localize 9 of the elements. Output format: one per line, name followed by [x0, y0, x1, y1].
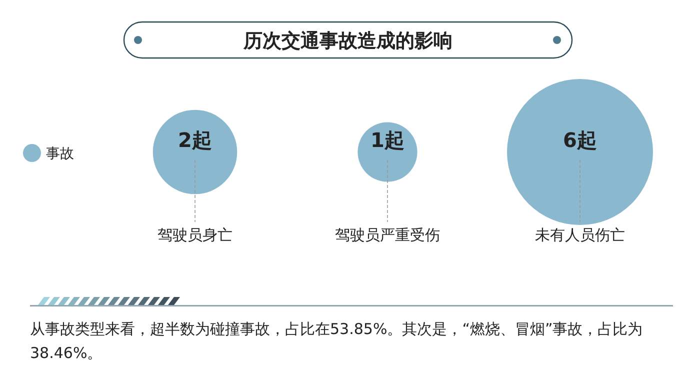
text: 从事故类型来看，超半数为碰撞事故，占比在53.85%。其次是，“燃烧、冒烟”事故，占比为38.46%。	[30, 320, 643, 362]
data-label: 2起	[178, 128, 212, 152]
category-label: 未有人员伤亡	[535, 226, 625, 244]
text: 历次交通事故造成的影响	[242, 30, 452, 52]
data-label: 6起	[563, 128, 597, 152]
category-label: 驾驶员身亡	[158, 226, 232, 244]
legend-label: 事故	[46, 146, 74, 162]
data-label: 1起	[370, 128, 404, 152]
category-label: 驾驶员严重受伤	[335, 226, 440, 244]
